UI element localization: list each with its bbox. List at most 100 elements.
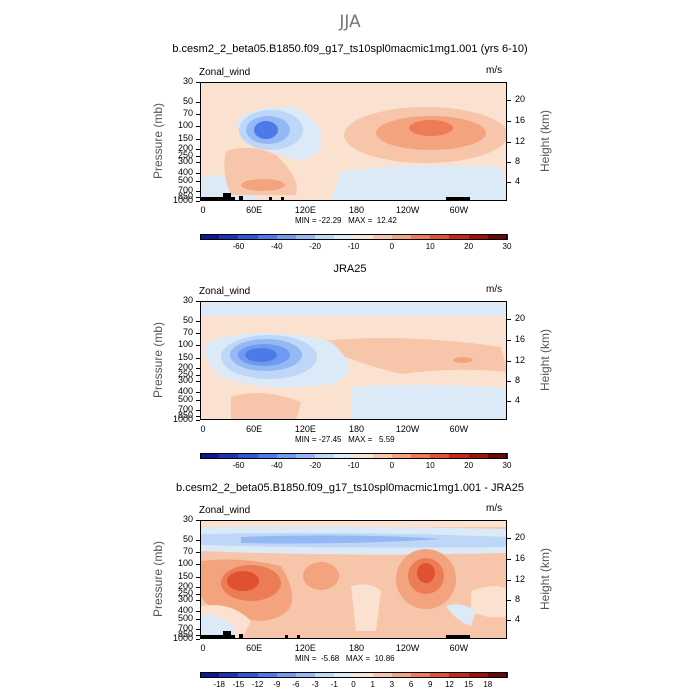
topography-mask — [269, 197, 272, 200]
y-right-tick-mark — [507, 100, 511, 102]
y-tick-label: 50 — [182, 314, 193, 325]
y-tick-label: 70 — [182, 326, 193, 337]
colorbar-label: 6 — [408, 680, 414, 689]
contour-fill — [471, 586, 506, 618]
y-tick-mark — [196, 594, 200, 596]
colorbar-swatch — [372, 453, 393, 459]
contour-fill — [245, 348, 277, 362]
colorbar-label: 30 — [502, 242, 512, 251]
contour-fill — [409, 120, 453, 136]
min-max-stats: MIN = -22.29 MAX = 12.42 — [295, 216, 397, 225]
colorbar-swatch — [391, 453, 412, 459]
y-tick-label: 850 — [177, 190, 193, 201]
colorbar-swatch — [276, 672, 297, 678]
colorbar-label: 0 — [351, 680, 356, 689]
y-tick-label: 400 — [177, 386, 193, 397]
contour-fill — [351, 384, 506, 419]
y-tick-label: 850 — [177, 628, 193, 639]
y-tick-mark — [196, 634, 200, 636]
y-tick-label: 500 — [177, 393, 193, 404]
x-tick-label: 0 — [200, 205, 206, 215]
y-axis-label: Pressure (mb) — [151, 102, 165, 179]
colorbar-label: -60 — [232, 242, 245, 251]
colorbar-frame — [200, 234, 507, 240]
y-tick-label: 1000 — [172, 414, 193, 424]
colorbar-swatch — [487, 234, 508, 240]
x-tick-label: 120W — [395, 643, 420, 653]
y-right-tick-mark — [507, 319, 511, 321]
y-tick-mark — [196, 156, 200, 158]
panel-title: b.cesm2_2_beta05.B1850.f09_g17_ts10spl0m… — [176, 482, 524, 494]
contour-plot — [200, 301, 507, 420]
colorbar-swatch — [257, 672, 278, 678]
y-tick-mark — [196, 629, 200, 631]
colorbar-swatch — [391, 672, 412, 678]
colorbar-swatch — [276, 234, 297, 240]
contour-fill-svg — [201, 302, 506, 419]
colorbar-swatch — [411, 234, 431, 240]
x-tick-label: 180 — [348, 424, 365, 434]
y-tick-mark — [196, 82, 200, 83]
colorbar-label: 0 — [389, 461, 395, 470]
y-tick-mark — [196, 520, 200, 521]
min-max-stats: MIN = -5.68 MAX = 10.86 — [295, 654, 395, 663]
topography-mask — [446, 197, 470, 200]
colorbar-swatch — [334, 234, 354, 240]
y-right-tick-mark — [507, 599, 511, 601]
colorbar-swatch — [219, 234, 239, 240]
y-right-tick-label: 16 — [515, 334, 526, 345]
colorbar-swatch — [468, 453, 489, 459]
x-tick-label: 120W — [395, 424, 420, 434]
contour-fill — [446, 604, 476, 626]
contour-fill — [331, 165, 506, 200]
y-tick-label: 400 — [177, 167, 193, 178]
y-tick-mark — [196, 618, 200, 620]
colorbar-label: -20 — [309, 461, 321, 470]
topography-mask — [239, 634, 243, 638]
y-right-tick-label: 8 — [515, 155, 521, 166]
colorbar-swatch — [430, 234, 450, 240]
contour-fill — [351, 584, 381, 631]
y-tick-mark — [196, 639, 200, 640]
x-tick-label: 120E — [294, 643, 316, 653]
contour-fill-svg — [201, 521, 506, 638]
contour-plot — [200, 82, 507, 201]
y-tick-label: 300 — [177, 156, 193, 167]
colorbar-label: 30 — [502, 461, 512, 470]
y-tick-mark — [196, 113, 200, 115]
y-right-tick-mark — [507, 538, 511, 540]
colorbar-swatch — [430, 453, 450, 459]
y-tick-label: 400 — [177, 605, 193, 616]
panel-units-label: m/s — [486, 503, 503, 514]
y-tick-label: 200 — [177, 142, 193, 153]
colorbar-label: -40 — [270, 242, 283, 251]
y-right-tick-label: 16 — [515, 553, 526, 564]
y-tick-label: 70 — [182, 545, 193, 556]
y-tick-label: 50 — [182, 95, 193, 106]
y-tick-mark — [196, 162, 200, 164]
y-tick-mark — [196, 420, 200, 421]
colorbar-swatch — [487, 672, 508, 678]
topography-mask — [239, 196, 243, 200]
y-right-tick-mark — [507, 559, 511, 561]
y-right-axis-label: Height (km) — [538, 109, 552, 172]
y-right-tick-mark — [507, 141, 511, 143]
contour-fill — [453, 357, 473, 363]
y-tick-label: 30 — [182, 76, 193, 86]
y-tick-label: 500 — [177, 174, 193, 185]
y-tick-label: 500 — [177, 612, 193, 623]
y-tick-label: 200 — [177, 361, 193, 372]
colorbar-label: 18 — [483, 680, 493, 689]
y-tick-label: 150 — [177, 351, 193, 362]
panel-title: b.cesm2_2_beta05.B1850.f09_g17_ts10spl0m… — [172, 43, 528, 55]
y-tick-mark — [196, 381, 200, 383]
colorbar-swatch — [487, 453, 508, 459]
colorbar-swatch — [315, 234, 335, 240]
x-tick-label: 0 — [200, 643, 206, 653]
y-right-tick-label: 12 — [515, 354, 526, 365]
colorbar-label: -6 — [292, 680, 300, 689]
y-right-tick-mark — [507, 360, 511, 362]
colorbar-swatch — [430, 672, 450, 678]
y-right-tick-label: 8 — [515, 593, 521, 604]
y-tick-mark — [196, 415, 200, 417]
